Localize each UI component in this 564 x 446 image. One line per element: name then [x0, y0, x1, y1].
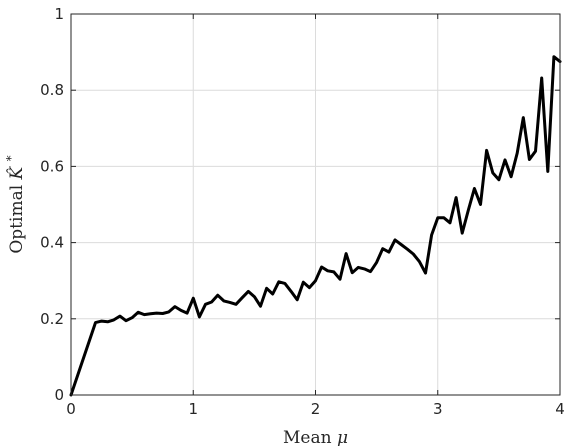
plot-frame — [70, 13, 561, 396]
series-line — [69, 55, 562, 397]
y-tick-label: 0.6 — [40, 157, 64, 175]
grid-layer — [71, 14, 560, 395]
x-tick-label: 0 — [66, 400, 76, 418]
x-tick-label: 4 — [555, 400, 564, 418]
y-tick-label: 0.4 — [40, 234, 64, 252]
y-axis-label-text: Optimal — [7, 185, 27, 254]
x-tick-label: 1 — [188, 400, 198, 418]
y-tick-label: 0 — [54, 386, 64, 404]
y-axis-label: Optimal K̂ * — [4, 155, 27, 253]
x-tick-label: 2 — [311, 400, 321, 418]
y-tick-label: 0.8 — [40, 81, 64, 99]
x-axis-label: Mean μ — [283, 428, 348, 446]
y-axis-ticks: 0 0.2 0.4 0.6 0.8 1 — [40, 5, 560, 404]
y-tick-label: 0.2 — [40, 310, 64, 328]
y-axis-label-superscript: * — [4, 155, 18, 161]
series-layer — [69, 55, 562, 397]
x-axis-label-text: Mean — [283, 428, 332, 446]
y-axis-label-symbol: K̂ — [7, 165, 27, 180]
x-axis-label-symbol: μ — [337, 428, 348, 446]
x-tick-label: 3 — [433, 400, 443, 418]
y-tick-label: 1 — [54, 5, 64, 23]
